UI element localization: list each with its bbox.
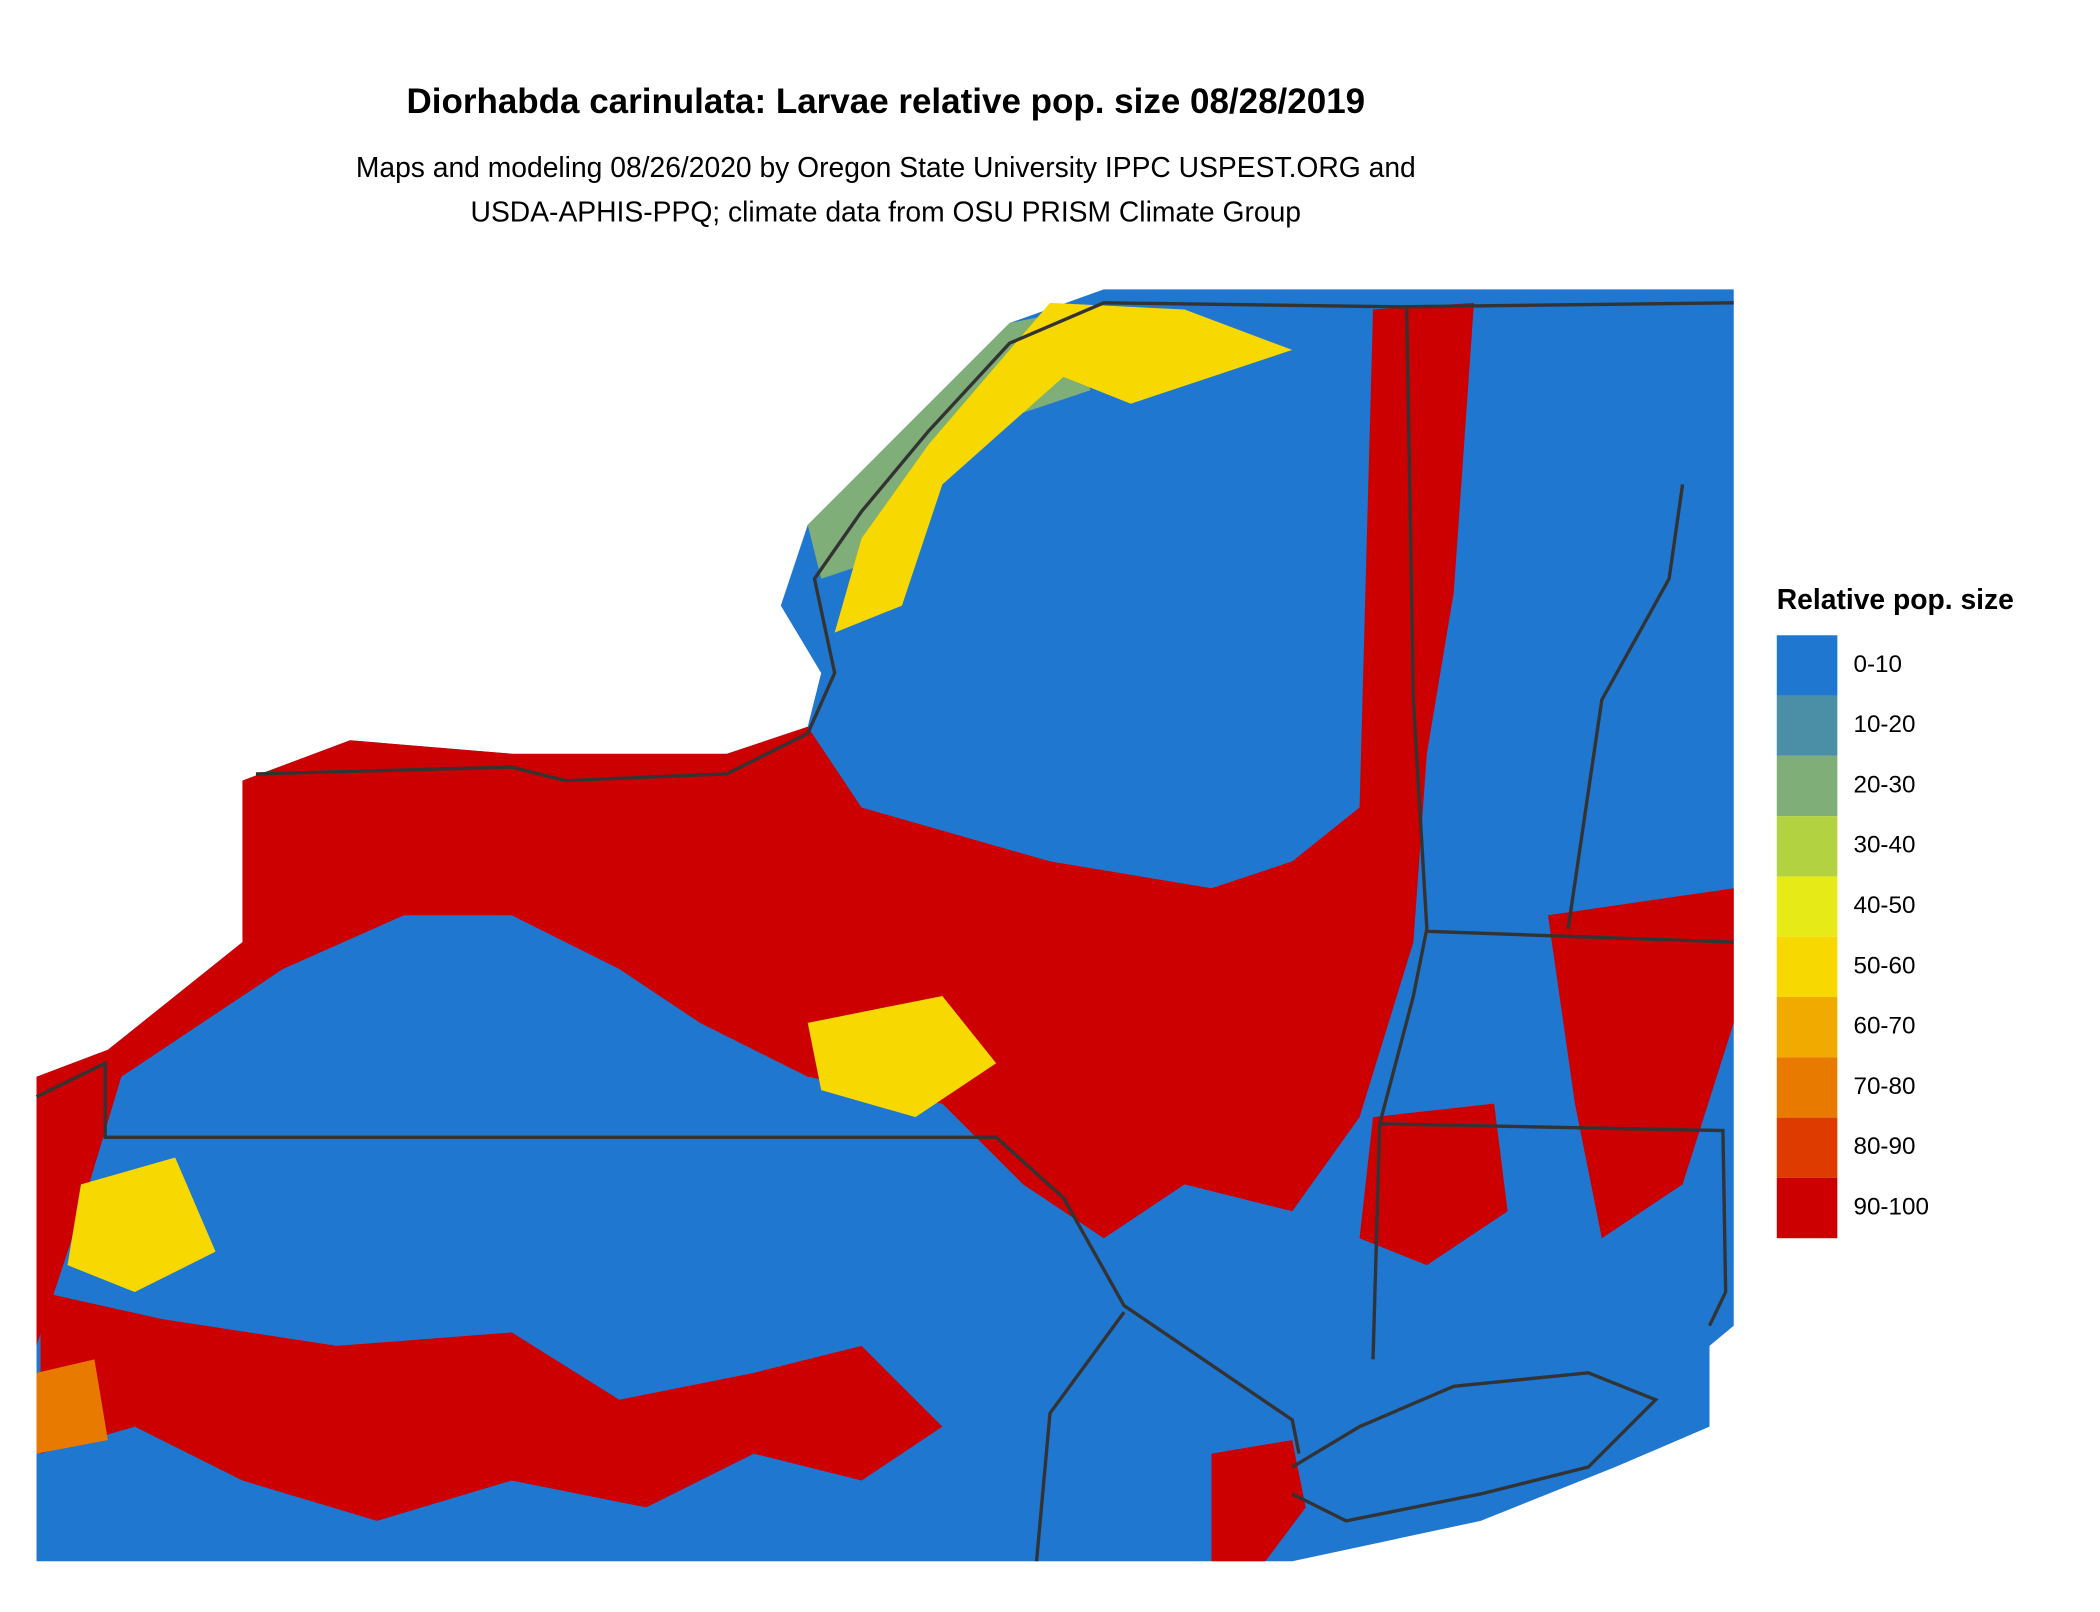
legend-swatch bbox=[1776, 1117, 1838, 1178]
subtitle: Maps and modeling 08/26/2020 by Oregon S… bbox=[356, 151, 1416, 183]
border bbox=[1371, 306, 1429, 1360]
legend-swatch bbox=[1776, 755, 1838, 817]
region-high bbox=[36, 302, 1474, 1346]
legend-swatch bbox=[1776, 936, 1838, 998]
legend-label: 10-20 bbox=[1854, 711, 1916, 738]
legend-label: 50-60 bbox=[1854, 952, 1916, 979]
legend-label: 90-100 bbox=[1854, 1193, 1929, 1220]
border bbox=[1034, 1311, 1126, 1562]
region-mid bbox=[807, 995, 997, 1118]
legend-label: 70-80 bbox=[1854, 1073, 1916, 1100]
border bbox=[1566, 484, 1685, 929]
legend: Relative pop. size 0-10 10-20 20-30 30-40 40… bbox=[1776, 583, 2014, 1239]
legend-swatch bbox=[1776, 1057, 1838, 1118]
region-high bbox=[1359, 1103, 1508, 1266]
legend-title: Relative pop. size bbox=[1777, 583, 2014, 615]
legend-swatch bbox=[1776, 997, 1838, 1058]
region-high bbox=[40, 1292, 943, 1521]
legend-label: 80-90 bbox=[1854, 1133, 1916, 1160]
region-high bbox=[1547, 888, 1734, 1239]
legend-swatch bbox=[1776, 635, 1838, 696]
legend-label: 0-10 bbox=[1854, 651, 1902, 678]
state-borders bbox=[35, 301, 1734, 1562]
legend-swatch bbox=[1776, 695, 1838, 756]
region-mid bbox=[67, 1157, 216, 1293]
border bbox=[35, 1060, 1301, 1454]
subtitle: USDA-APHIS-PPQ; climate data from OSU PR… bbox=[471, 195, 1301, 227]
legend-swatch bbox=[1776, 1177, 1838, 1239]
legend-label: 40-50 bbox=[1854, 892, 1916, 919]
border bbox=[255, 301, 1734, 783]
border bbox=[1379, 1122, 1728, 1327]
border bbox=[1426, 929, 1734, 944]
region-mid bbox=[834, 302, 1293, 633]
legend-swatch bbox=[1776, 816, 1838, 877]
title: Diorhabda carinulata: Larvae relative po… bbox=[406, 82, 1365, 121]
legend-swatch bbox=[1776, 876, 1838, 937]
legend-label: 30-40 bbox=[1854, 832, 1916, 859]
region-mid bbox=[36, 1359, 108, 1454]
map-area bbox=[35, 289, 1734, 1562]
border bbox=[1291, 1371, 1659, 1523]
legend-label: 60-70 bbox=[1854, 1013, 1916, 1040]
region-high bbox=[1211, 1440, 1306, 1562]
legend-label: 20-30 bbox=[1854, 771, 1916, 798]
